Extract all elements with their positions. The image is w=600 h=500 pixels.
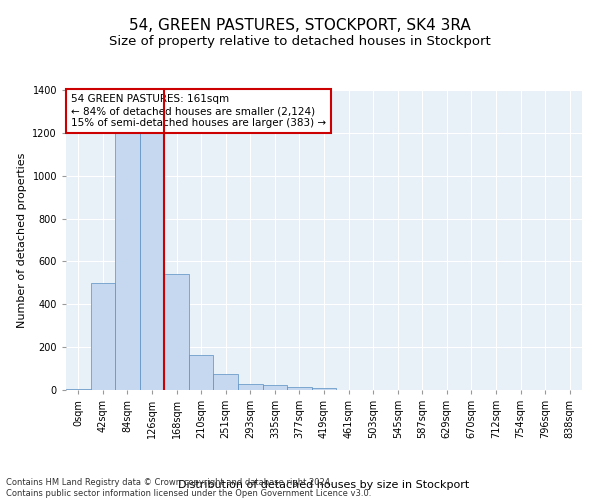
Bar <box>263 384 287 390</box>
Bar <box>189 354 214 390</box>
Y-axis label: Number of detached properties: Number of detached properties <box>17 152 27 328</box>
Bar <box>312 388 336 390</box>
Bar <box>115 124 140 390</box>
Text: Contains HM Land Registry data © Crown copyright and database right 2024.
Contai: Contains HM Land Registry data © Crown c… <box>6 478 371 498</box>
Text: Size of property relative to detached houses in Stockport: Size of property relative to detached ho… <box>109 35 491 48</box>
X-axis label: Distribution of detached houses by size in Stockport: Distribution of detached houses by size … <box>178 480 470 490</box>
Bar <box>91 283 115 390</box>
Bar <box>238 384 263 390</box>
Bar <box>287 387 312 390</box>
Bar <box>140 124 164 390</box>
Text: 54, GREEN PASTURES, STOCKPORT, SK4 3RA: 54, GREEN PASTURES, STOCKPORT, SK4 3RA <box>129 18 471 32</box>
Bar <box>66 389 91 390</box>
Bar <box>164 274 189 390</box>
Text: 54 GREEN PASTURES: 161sqm
← 84% of detached houses are smaller (2,124)
15% of se: 54 GREEN PASTURES: 161sqm ← 84% of detac… <box>71 94 326 128</box>
Bar <box>214 374 238 390</box>
